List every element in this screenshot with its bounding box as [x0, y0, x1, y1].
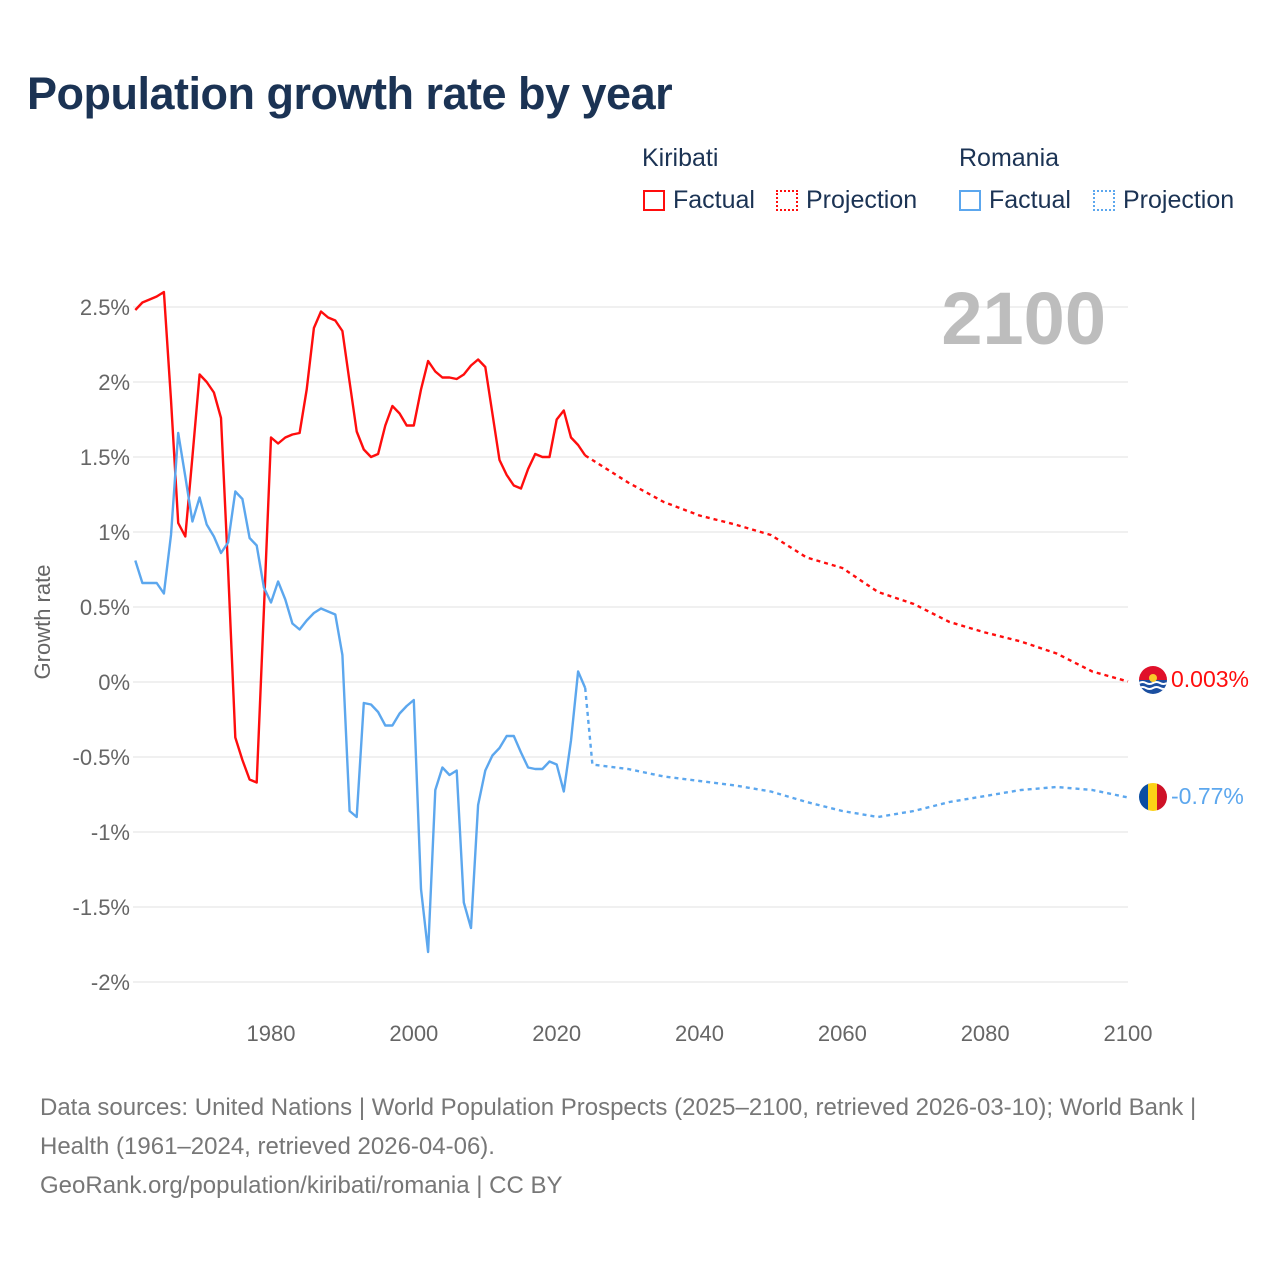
- y-tick-label: 0%: [98, 670, 130, 695]
- x-axis-ticks: 1980 2000 2020 2040 2060 2080 2100: [247, 1021, 1153, 1046]
- x-tick-label: 2040: [675, 1021, 724, 1046]
- kiribati-flag: [1139, 666, 1167, 694]
- x-tick-label: 2020: [532, 1021, 581, 1046]
- romania-flag: [1139, 783, 1167, 811]
- legend-romania-factual[interactable]: Factual: [959, 186, 1071, 215]
- series-lines: [134, 290, 1129, 954]
- legend-label: Factual: [673, 186, 755, 214]
- y-axis-ticks: 2.5% 2% 1.5% 1% 0.5% 0% -0.5% -1% -1.5% -2%: [73, 295, 130, 995]
- footer: Data sources: United Nations | World Pop…: [40, 1088, 1240, 1205]
- romania-factual-line: [134, 431, 587, 954]
- credit-link[interactable]: GeoRank.org/population/kiribati/romania …: [40, 1172, 563, 1199]
- romania-projection-line: [584, 687, 1129, 819]
- y-tick-label: -2%: [91, 970, 130, 995]
- legend-label: Projection: [1123, 186, 1235, 214]
- x-tick-label: 2100: [1104, 1021, 1153, 1046]
- legend-label: Projection: [806, 186, 918, 214]
- end-label-kiribati: 0.003%: [1171, 666, 1249, 692]
- legend-label: Factual: [989, 186, 1071, 214]
- y-tick-label: -1.5%: [73, 895, 130, 920]
- legend-kiribati-projection[interactable]: Projection: [776, 186, 917, 215]
- legend-swatch-dotted: [776, 190, 798, 211]
- chart-title: Population growth rate by year: [27, 68, 673, 119]
- legend-group-kiribati: Kiribati: [642, 144, 719, 172]
- y-tick-label: 2.5%: [80, 295, 130, 320]
- grid-lines: [133, 306, 1128, 983]
- y-axis-label: Growth rate: [30, 565, 55, 680]
- kiribati-factual-line: [134, 290, 587, 784]
- y-tick-label: -1%: [91, 820, 130, 845]
- y-tick-label: -0.5%: [73, 745, 130, 770]
- legend-kiribati-factual[interactable]: Factual: [643, 186, 755, 215]
- legend-group-romania: Romania: [959, 144, 1060, 172]
- legend-romania-projection[interactable]: Projection: [1093, 186, 1234, 215]
- current-year-label: 2100: [941, 277, 1106, 360]
- legend-swatch-solid: [959, 190, 981, 211]
- y-tick-label: 1%: [98, 520, 130, 545]
- data-sources: Data sources: United Nations | World Pop…: [40, 1094, 1197, 1160]
- y-tick-label: 1.5%: [80, 445, 130, 470]
- y-tick-label: 2%: [98, 370, 130, 395]
- x-tick-label: 1980: [247, 1021, 296, 1046]
- legend-swatch-dotted: [1093, 190, 1115, 211]
- kiribati-projection-line: [584, 454, 1129, 683]
- y-tick-label: 0.5%: [80, 595, 130, 620]
- x-tick-label: 2000: [389, 1021, 438, 1046]
- x-tick-label: 2060: [818, 1021, 867, 1046]
- legend-swatch-solid: [643, 190, 665, 211]
- x-tick-label: 2080: [961, 1021, 1010, 1046]
- end-label-romania: -0.77%: [1171, 783, 1244, 809]
